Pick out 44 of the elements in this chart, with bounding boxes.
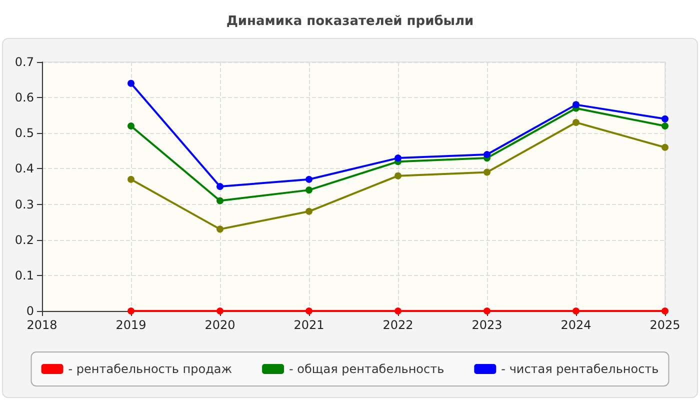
x-tick-label: 2023 bbox=[472, 318, 502, 332]
point bbox=[128, 308, 134, 314]
point bbox=[572, 118, 580, 126]
point bbox=[216, 226, 224, 233]
x-tick-label: 2020 bbox=[204, 318, 236, 332]
point bbox=[216, 197, 224, 204]
y-tick-label: 0.1 bbox=[14, 268, 34, 282]
point bbox=[394, 172, 402, 180]
x-tick-label: 2021 bbox=[294, 318, 324, 332]
point bbox=[216, 308, 224, 314]
legend-label: - чистая рентабельность bbox=[501, 362, 659, 376]
point bbox=[662, 122, 668, 130]
x-tick-label: 2022 bbox=[382, 318, 414, 332]
chart-title: Динамика показателей прибыли bbox=[226, 14, 474, 29]
point bbox=[128, 122, 134, 130]
point bbox=[484, 308, 490, 314]
x-tick-label: 2018 bbox=[26, 318, 58, 332]
point bbox=[484, 150, 490, 158]
y-tick-label: 0.6 bbox=[14, 90, 34, 105]
point bbox=[306, 176, 312, 183]
y-tick-label: 0.4 bbox=[14, 162, 34, 176]
point bbox=[662, 115, 668, 122]
point bbox=[306, 208, 312, 215]
point bbox=[128, 176, 134, 183]
point bbox=[662, 144, 668, 151]
x-tick-label: 2019 bbox=[116, 318, 146, 332]
point bbox=[306, 186, 312, 194]
legend-label: - общая рентабельность bbox=[289, 362, 444, 376]
point bbox=[484, 168, 490, 176]
legend-label: - рентабельность продаж bbox=[68, 362, 232, 376]
y-tick-label: 0.2 bbox=[14, 232, 34, 247]
point bbox=[216, 183, 224, 190]
point bbox=[572, 308, 580, 314]
y-tick-label: 0.7 bbox=[14, 55, 34, 69]
point bbox=[572, 101, 580, 108]
x-tick-label: 2024 bbox=[560, 318, 592, 332]
point bbox=[306, 308, 312, 314]
y-tick-label: 0.5 bbox=[14, 126, 34, 140]
point bbox=[394, 308, 402, 314]
point bbox=[394, 154, 402, 162]
x-tick-label: 2025 bbox=[650, 318, 680, 332]
y-tick-label: 0.3 bbox=[14, 197, 34, 212]
y-tick-label: 0 bbox=[26, 304, 34, 318]
point bbox=[128, 80, 134, 87]
